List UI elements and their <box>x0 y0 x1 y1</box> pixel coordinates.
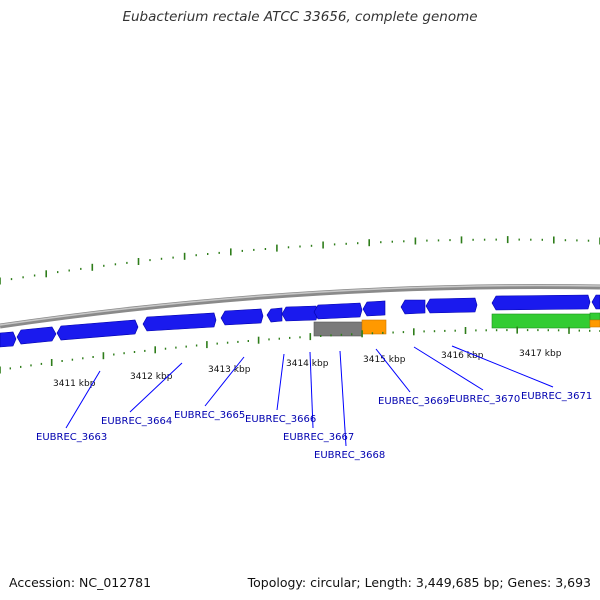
gene-arrow[interactable] <box>56 319 139 341</box>
gene-labels: EUBREC_3663 EUBREC_3664 EUBREC_3665 EUBR… <box>36 391 592 461</box>
genome-summary-text: Topology: circular; Length: 3,449,685 bp… <box>247 575 591 590</box>
gene-label-eubrec-3664[interactable]: EUBREC_3664 <box>101 416 172 427</box>
gene-arrow[interactable] <box>0 331 17 348</box>
pseudo-gene-bar[interactable] <box>313 321 363 337</box>
gene-arrow[interactable] <box>400 299 426 315</box>
cds-highlight-bar[interactable] <box>589 319 600 328</box>
outer-tick-ring <box>0 236 600 285</box>
leader-line <box>309 351 314 429</box>
gene-arrow[interactable] <box>425 297 478 314</box>
gene-label-eubrec-3665[interactable]: EUBREC_3665 <box>174 410 245 421</box>
gene-arrow[interactable] <box>313 302 363 320</box>
genome-backbone <box>0 284 600 329</box>
scale-tick-label: 3413 kbp <box>208 365 251 375</box>
scale-tick-label: 3411 kbp <box>53 379 96 389</box>
accession-text: Accession: NC_012781 <box>9 575 152 590</box>
cds-highlight-bar[interactable] <box>361 319 387 335</box>
gene-arrow[interactable] <box>220 308 264 326</box>
gene-label-eubrec-3669[interactable]: EUBREC_3669 <box>378 396 449 407</box>
map-title: Eubacterium rectale ATCC 33656, complete… <box>122 9 478 25</box>
gene-label-eubrec-3671[interactable]: EUBREC_3671 <box>521 391 592 402</box>
leader-line <box>375 348 411 393</box>
gene-arrow[interactable] <box>16 326 57 345</box>
gene-arrow[interactable] <box>142 312 217 332</box>
inner-tick-ring <box>0 326 600 374</box>
scale-tick-label: 3414 kbp <box>286 359 329 369</box>
gene-arrow[interactable] <box>266 307 283 323</box>
gene-arrow[interactable] <box>281 305 319 322</box>
gene-label-eubrec-3667[interactable]: EUBREC_3667 <box>283 432 354 443</box>
scale-tick-label: 3416 kbp <box>441 351 484 361</box>
leader-line <box>204 356 245 407</box>
rna-gene-bar[interactable] <box>589 312 600 321</box>
scale-labels: 3411 kbp 3412 kbp 3413 kbp 3414 kbp 3415… <box>53 349 562 389</box>
reverse-features <box>313 312 600 337</box>
leader-line <box>129 362 183 413</box>
gene-arrow[interactable] <box>491 294 591 311</box>
gene-arrow[interactable] <box>591 294 600 310</box>
genome-backbone-highlight <box>0 284 600 326</box>
leader-line <box>276 353 285 411</box>
gene-label-eubrec-3670[interactable]: EUBREC_3670 <box>449 394 520 405</box>
scale-tick-label: 3412 kbp <box>130 372 173 382</box>
scale-tick-label: 3417 kbp <box>519 349 562 359</box>
gene-label-eubrec-3668[interactable]: EUBREC_3668 <box>314 450 385 461</box>
gene-label-eubrec-3666[interactable]: EUBREC_3666 <box>245 414 316 425</box>
gene-label-eubrec-3663[interactable]: EUBREC_3663 <box>36 432 107 443</box>
forward-genes <box>0 294 600 348</box>
rna-gene-bar[interactable] <box>491 313 591 329</box>
leader-line <box>451 345 554 388</box>
leader-line <box>65 370 101 429</box>
gene-label-lines <box>65 345 554 447</box>
leader-line <box>339 350 347 447</box>
gene-arrow[interactable] <box>362 300 386 317</box>
leader-line <box>413 346 484 391</box>
